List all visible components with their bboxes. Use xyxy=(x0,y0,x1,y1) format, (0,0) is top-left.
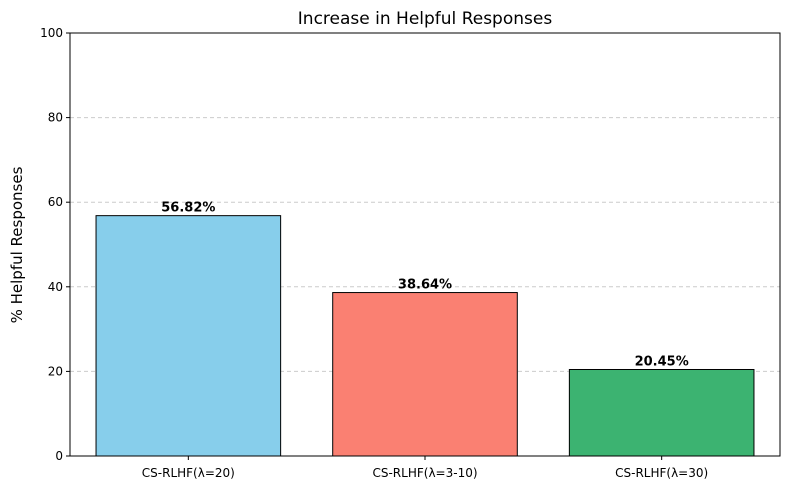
bar-value-label: 20.45% xyxy=(635,354,689,369)
y-tick-label: 60 xyxy=(48,195,63,209)
y-tick-label: 100 xyxy=(40,26,63,40)
y-axis-label: % Helpful Responses xyxy=(8,166,26,323)
bar xyxy=(332,292,518,457)
x-tick-label: CS-RLHF(λ=3-10) xyxy=(372,466,477,480)
bar xyxy=(568,368,755,457)
x-tick-label: CS-RLHF(λ=20) xyxy=(142,466,235,480)
y-axis-ticks: 0 20 40 60 80 100 xyxy=(40,26,70,463)
y-tick-label: 40 xyxy=(48,280,63,294)
chart-title: Increase in Helpful Responses xyxy=(298,9,553,29)
bar xyxy=(95,215,282,457)
y-tick-label: 20 xyxy=(48,364,63,378)
y-tick-label: 0 xyxy=(55,449,63,463)
y-tick-label: 80 xyxy=(48,111,63,125)
x-axis-ticks: CS-RLHF(λ=20) CS-RLHF(λ=3-10) CS-RLHF(λ=30… xyxy=(142,456,708,480)
bars xyxy=(95,215,755,457)
x-tick-label: CS-RLHF(λ=30) xyxy=(615,466,708,480)
bar-value-labels: 56.82% 38.64% 20.45% xyxy=(161,201,688,370)
bar-value-label: 56.82% xyxy=(161,201,215,216)
bar-value-label: 38.64% xyxy=(398,278,452,293)
